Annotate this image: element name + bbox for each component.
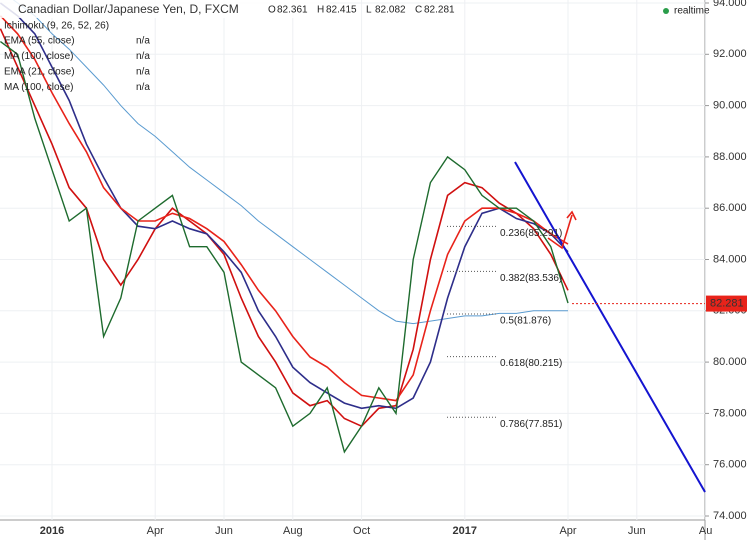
fib-label: 0.382(83.536) [500,273,562,284]
y-tick-label: 94.000 [713,0,747,9]
x-tick-label: Apr [559,525,576,537]
legend-entry: MA (100, close) [4,51,73,62]
indicator-label: Ichimoku (9, 26, 52, 26) [4,21,109,32]
fib-label: 0.5(81.876) [500,316,551,327]
x-tick-label: Oct [353,525,370,537]
trendline [514,161,706,493]
y-tick-label: 76.000 [713,459,747,471]
x-tick-label: Aug [283,525,303,537]
y-tick-label: 78.000 [713,407,747,419]
x-tick-label: Jun [628,525,646,537]
legend-entry: EMA (55, close) [4,36,75,47]
legend-status: n/a [136,36,150,47]
arrow [547,210,577,250]
realtime: realtime [674,6,710,17]
y-tick-label: 84.000 [713,253,747,265]
x-tick-label: Au [699,525,712,537]
ohlc-key: C [415,5,422,16]
y-tick-label: 74.000 [713,510,747,522]
realtime-dot [663,8,669,14]
ohlc-value: 82.361 [277,5,308,16]
legend-status: n/a [136,51,150,62]
line [0,15,569,402]
legend-entry: EMA (21, close) [4,67,75,78]
ohlc-key: L [366,5,372,16]
y-tick-label: 86.000 [713,202,747,214]
ohlc-value: 82.082 [375,5,406,16]
header-bg [0,0,330,18]
line [0,2,569,410]
fib-label: 0.618(80.215) [500,358,562,369]
line [12,0,568,325]
x-tick-label: 2016 [40,525,64,537]
ohlc-value: 82.415 [326,5,357,16]
y-tick-label: 92.000 [713,48,747,60]
chart-title: Canadian Dollar/Japanese Yen, D, FXCM [18,2,239,16]
y-tick-label: 88.000 [713,151,747,163]
last-price-label: 82.281 [710,297,744,309]
line [0,28,569,428]
x-tick-label: Jun [215,525,233,537]
ohlc-key: H [317,5,324,16]
fib-label: 0.786(77.851) [500,419,562,430]
x-tick-label: 2017 [453,525,477,537]
legend-status: n/a [136,82,150,93]
line [0,40,569,454]
ohlc-key: O [268,5,276,16]
legend-status: n/a [136,67,150,78]
y-tick-label: 80.000 [713,356,747,368]
y-tick-label: 90.000 [713,100,747,112]
last-price-tag [706,295,747,312]
legend-entry: MA (100, close) [4,82,73,93]
fib-label: 0.236(85.291) [500,228,562,239]
x-tick-label: Apr [147,525,164,537]
ohlc-value: 82.281 [424,5,455,16]
